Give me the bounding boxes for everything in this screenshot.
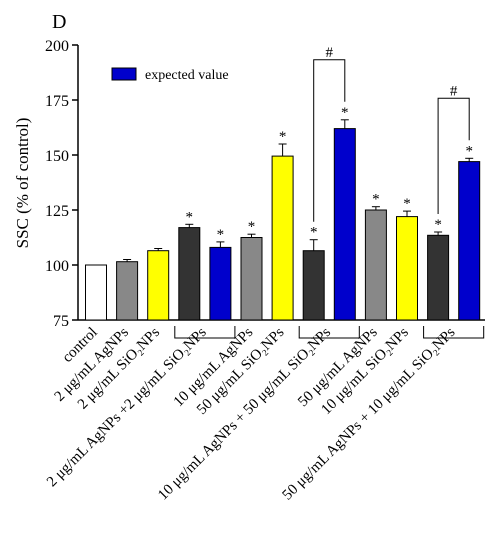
significance-bracket <box>313 59 346 222</box>
bar <box>178 227 201 321</box>
significance-label: # <box>326 45 334 61</box>
bar <box>458 161 481 321</box>
y-axis-label: SSC (% of control) <box>13 118 32 249</box>
y-tick-label: 75 <box>53 313 69 330</box>
legend: expected value <box>111 67 229 83</box>
significance-star: * <box>217 227 225 243</box>
significance-star: * <box>372 192 380 208</box>
y-tick-label: 125 <box>45 203 69 220</box>
significance-star: * <box>186 209 194 225</box>
panel-label: D <box>52 11 66 33</box>
significance-label: # <box>450 83 458 99</box>
significance-star: * <box>279 129 287 145</box>
y-tick-label: 175 <box>45 93 69 110</box>
bar <box>396 216 418 321</box>
bar <box>364 209 387 321</box>
significance-star: * <box>310 225 318 241</box>
y-tick-label: 200 <box>45 38 69 55</box>
y-tick-label: 100 <box>45 258 69 275</box>
group-bracket <box>174 326 236 339</box>
bar <box>147 250 170 321</box>
significance-star: * <box>403 196 411 212</box>
group-bracket <box>423 326 485 339</box>
bar <box>271 155 294 321</box>
bar <box>302 250 325 321</box>
significance-star: * <box>465 143 473 159</box>
bar <box>240 237 263 321</box>
bar <box>116 261 139 321</box>
bar <box>427 234 450 321</box>
legend-label: expected value <box>145 68 229 83</box>
group-bracket <box>298 326 360 339</box>
significance-star: * <box>434 217 442 233</box>
bar <box>333 128 356 321</box>
bar <box>209 246 232 321</box>
significance-bracket <box>437 97 470 214</box>
annotations: ## <box>174 45 485 339</box>
bars: * * * * * * * * * * <box>85 105 481 321</box>
significance-star: * <box>248 219 256 235</box>
legend-swatch <box>111 67 137 81</box>
bar <box>85 264 107 321</box>
significance-star: * <box>341 105 349 121</box>
y-tick-label: 150 <box>45 148 69 165</box>
axes: 75 100 125 150 175 200 <box>45 38 485 330</box>
